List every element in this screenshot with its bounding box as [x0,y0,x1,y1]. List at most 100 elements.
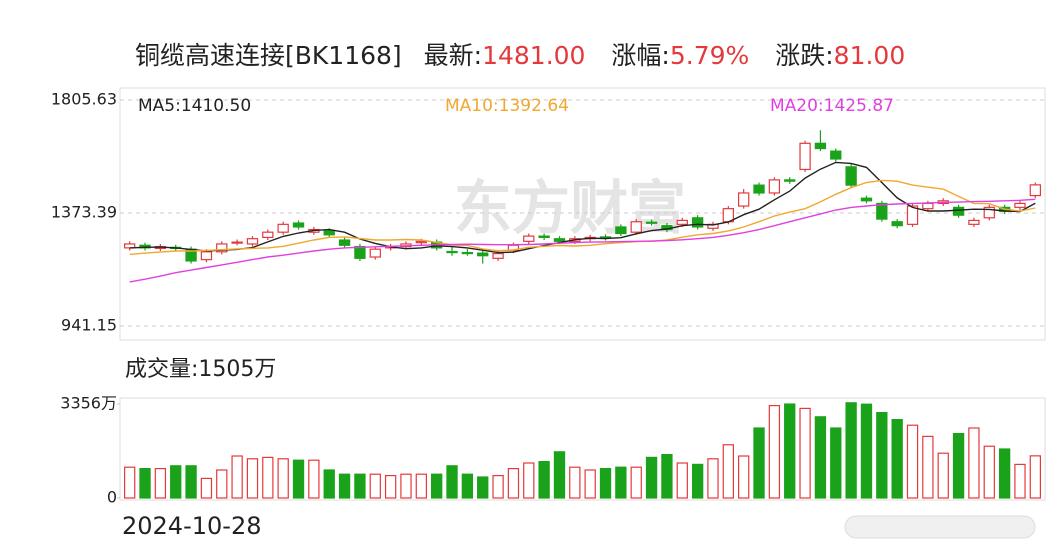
volume-bar [170,465,182,499]
candle-body [262,231,274,239]
volume-bar [906,424,919,499]
candle-body [676,219,688,225]
volume-bar [292,459,305,499]
volume-bar [415,473,427,499]
volume-bar [277,458,289,499]
volume-bar [876,412,888,499]
volume-bar [707,458,719,499]
volume-bar [338,473,351,499]
volume-bar [523,462,535,499]
volume-bar [431,473,443,499]
candle-body [768,179,781,194]
legend-entry: MA5:1410.50 [138,96,251,116]
stat-value: 1481.00 [482,41,586,70]
candle-body [231,241,243,244]
stat-label: 涨跌: [775,41,834,70]
volume-bar [952,433,965,499]
candle-body [338,239,351,246]
candle-body [124,243,136,249]
y-tick-label: 1805.63 [51,90,117,109]
volume-bar [569,466,581,499]
volume-bar [753,427,765,499]
volume-bar [968,427,980,499]
legend-entry: MA10:1392.64 [445,96,569,116]
volume-bar [830,427,842,499]
candle-body [523,235,535,242]
candle-body [906,205,919,225]
candle-body [891,221,903,227]
candle-body [814,142,827,150]
candle-body [860,197,873,202]
candle-body [200,251,213,261]
volume-bar [922,435,934,499]
volume-bar [845,402,857,499]
candle-body [553,238,566,242]
volume-bar [231,455,243,499]
stat-label: 涨幅: [611,41,670,70]
candle-body [415,240,427,244]
stat-value: 5.79% [669,41,750,70]
candle-body [630,221,642,233]
volume-bar [661,454,673,499]
volume-tick-label: 3356万 [60,394,117,413]
volume-bar [154,468,167,499]
date-label: 2024-10-28 [122,512,261,540]
candle-body [645,221,658,224]
volume-bar [891,419,903,499]
ma-line [129,198,1036,283]
candle-body [615,226,627,235]
candle-body [922,202,934,210]
volume-bar [461,473,474,499]
volume-bar [1029,455,1041,499]
volume-tick-label: 0 [107,488,117,507]
volume-bar [722,444,734,499]
volume-bar [507,468,520,499]
candle-body [354,245,366,259]
ma-line [129,161,1036,254]
candle-body [323,230,335,236]
candle-body [738,192,750,207]
candle-body [876,202,888,220]
candle-body [983,206,995,219]
candle-body [1029,184,1041,197]
volume-bar [354,473,366,499]
candle-body [292,222,305,228]
volume-bar [262,456,274,499]
candle-body [492,253,504,259]
volume-bar [691,463,704,499]
ma-line [129,179,1036,256]
stat-value: 81.00 [833,41,906,70]
volume-bar [615,466,627,499]
chart-title: 铜缆高速连接[BK1168] [135,41,402,70]
volume-bar [246,458,259,499]
volume-bar [216,469,228,499]
y-tick-label: 1373.39 [51,203,117,222]
candle-body [277,223,289,233]
volume-bar [676,462,688,499]
volume-title: 成交量:1505万 [125,357,276,382]
volume-bar [630,466,642,499]
volume-bar [323,469,335,499]
candle-body [799,142,811,171]
volume-bar [860,403,873,499]
volume-bar [369,473,381,499]
scroll-bar[interactable] [844,515,1036,539]
candle-body [369,248,381,258]
candle-body [784,179,796,182]
volume-bar [1014,463,1026,499]
volume-bar [983,445,995,499]
volume-bar [400,473,412,499]
y-tick-label: 941.15 [61,316,117,335]
candle-body [246,238,259,245]
volume-bar [446,465,458,499]
candle-body [968,219,980,225]
candle-body [461,251,474,255]
candle-body [446,250,458,254]
volume-bar [738,455,750,499]
volume-bar [768,405,781,499]
candle-body [477,252,489,257]
volume-bar [384,475,397,499]
volume-bar [124,466,136,499]
candle-body [830,150,842,160]
